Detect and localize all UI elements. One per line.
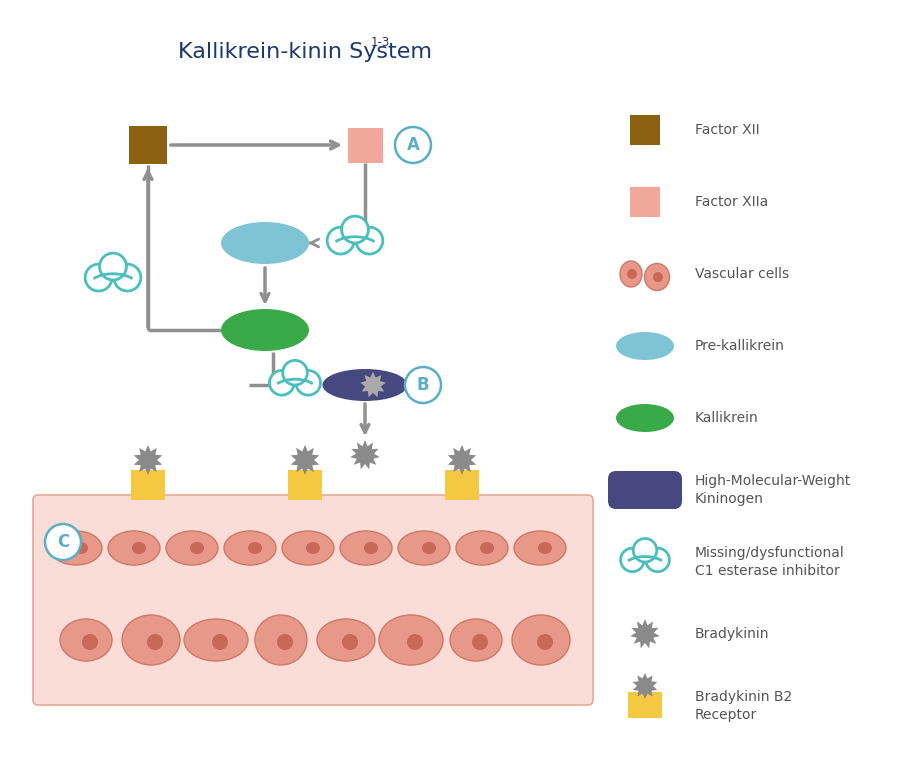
Ellipse shape: [512, 615, 570, 665]
Ellipse shape: [166, 531, 218, 565]
Circle shape: [472, 634, 488, 650]
Bar: [630, 187, 660, 217]
Ellipse shape: [50, 531, 102, 565]
Ellipse shape: [122, 615, 180, 665]
Bar: [630, 115, 660, 145]
Ellipse shape: [620, 261, 642, 287]
Text: Factor XII: Factor XII: [695, 123, 760, 137]
Circle shape: [147, 634, 163, 650]
Circle shape: [405, 367, 441, 403]
Circle shape: [212, 634, 228, 650]
Ellipse shape: [322, 369, 408, 401]
Text: Missing/dysfunctional
C1 esterase inhibitor: Missing/dysfunctional C1 esterase inhibi…: [695, 546, 845, 578]
Polygon shape: [630, 619, 660, 648]
Text: Vascular cells: Vascular cells: [695, 267, 789, 281]
Ellipse shape: [190, 542, 204, 554]
Polygon shape: [447, 445, 476, 475]
FancyBboxPatch shape: [330, 242, 380, 259]
Text: B: B: [417, 376, 429, 394]
Circle shape: [283, 360, 307, 385]
Circle shape: [627, 269, 637, 279]
FancyBboxPatch shape: [272, 384, 318, 400]
Circle shape: [342, 634, 358, 650]
Circle shape: [328, 227, 354, 254]
Ellipse shape: [364, 542, 378, 554]
FancyBboxPatch shape: [608, 471, 682, 509]
Ellipse shape: [306, 542, 320, 554]
Circle shape: [646, 548, 670, 572]
Text: Factor XIIa: Factor XIIa: [695, 195, 769, 209]
Ellipse shape: [379, 615, 443, 665]
Ellipse shape: [74, 542, 88, 554]
Text: Kallikrein-kinin System: Kallikrein-kinin System: [178, 42, 432, 62]
Text: Pre-kallikrein: Pre-kallikrein: [695, 339, 785, 353]
Circle shape: [45, 524, 81, 560]
Ellipse shape: [456, 531, 508, 565]
Ellipse shape: [616, 404, 674, 432]
Ellipse shape: [450, 619, 502, 661]
Ellipse shape: [224, 531, 276, 565]
Text: 1-3: 1-3: [371, 37, 390, 49]
FancyBboxPatch shape: [33, 495, 593, 705]
Text: A: A: [407, 136, 419, 154]
Text: Bradykinin: Bradykinin: [695, 627, 770, 641]
Ellipse shape: [132, 542, 146, 554]
Ellipse shape: [248, 542, 262, 554]
Polygon shape: [350, 440, 380, 469]
Circle shape: [653, 272, 663, 282]
Circle shape: [277, 634, 293, 650]
Circle shape: [395, 127, 431, 163]
Bar: [347, 127, 382, 162]
FancyBboxPatch shape: [88, 279, 138, 296]
Ellipse shape: [616, 332, 674, 360]
Ellipse shape: [422, 542, 436, 554]
Circle shape: [407, 634, 423, 650]
Ellipse shape: [221, 309, 309, 351]
Ellipse shape: [480, 542, 494, 554]
Bar: [445, 470, 479, 500]
Circle shape: [296, 370, 320, 395]
Circle shape: [82, 634, 98, 650]
Ellipse shape: [644, 263, 670, 291]
Ellipse shape: [317, 619, 375, 661]
Ellipse shape: [108, 531, 160, 565]
Ellipse shape: [184, 619, 248, 661]
Circle shape: [621, 548, 644, 572]
Ellipse shape: [538, 542, 552, 554]
Polygon shape: [134, 445, 162, 475]
Ellipse shape: [255, 615, 307, 665]
Polygon shape: [291, 445, 319, 475]
Bar: [288, 470, 322, 500]
Circle shape: [634, 538, 657, 562]
Circle shape: [537, 634, 553, 650]
Bar: [129, 126, 167, 164]
Circle shape: [342, 216, 368, 243]
Bar: [131, 470, 165, 500]
Text: Kallikrein: Kallikrein: [695, 411, 759, 425]
Ellipse shape: [340, 531, 392, 565]
Text: Bradykinin B2
Receptor: Bradykinin B2 Receptor: [695, 690, 792, 722]
Ellipse shape: [60, 619, 112, 661]
Circle shape: [100, 253, 126, 280]
Circle shape: [86, 264, 112, 291]
Bar: [628, 692, 662, 718]
Ellipse shape: [282, 531, 334, 565]
Text: High-Molecular-Weight
Kininogen: High-Molecular-Weight Kininogen: [695, 474, 851, 506]
Polygon shape: [633, 673, 657, 699]
FancyBboxPatch shape: [623, 562, 667, 576]
Circle shape: [269, 370, 294, 395]
Circle shape: [114, 264, 140, 291]
Polygon shape: [360, 372, 386, 398]
Ellipse shape: [221, 222, 309, 264]
Circle shape: [356, 227, 382, 254]
Ellipse shape: [398, 531, 450, 565]
Text: C: C: [57, 533, 69, 551]
Ellipse shape: [514, 531, 566, 565]
